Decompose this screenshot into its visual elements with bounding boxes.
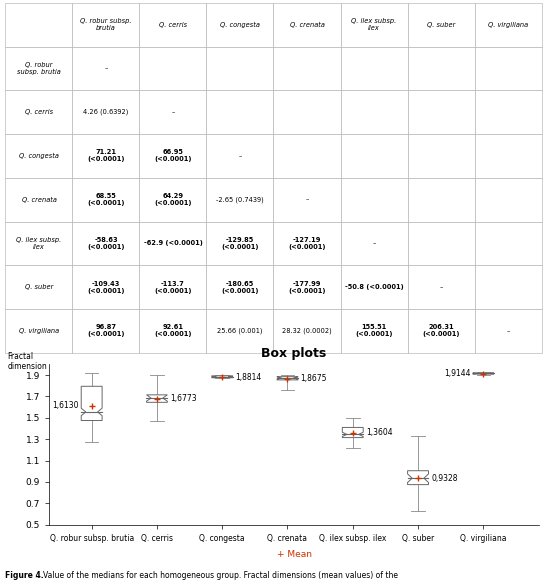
Polygon shape xyxy=(342,427,363,438)
Text: 1,6130: 1,6130 xyxy=(52,401,79,410)
Text: 1,8814: 1,8814 xyxy=(235,373,261,381)
Text: 1,3604: 1,3604 xyxy=(366,429,392,437)
Polygon shape xyxy=(212,376,232,378)
Polygon shape xyxy=(147,395,167,402)
Text: dimension: dimension xyxy=(8,362,48,371)
Polygon shape xyxy=(277,377,298,380)
Text: 1,8675: 1,8675 xyxy=(300,374,327,383)
Polygon shape xyxy=(81,387,102,420)
Text: + Mean: + Mean xyxy=(277,550,311,559)
Text: 1,6773: 1,6773 xyxy=(170,394,196,403)
Title: Box plots: Box plots xyxy=(261,347,327,360)
Polygon shape xyxy=(473,373,494,374)
Text: Fractal: Fractal xyxy=(8,352,34,361)
Polygon shape xyxy=(408,470,428,484)
Text: 0,9328: 0,9328 xyxy=(431,474,458,483)
Text: Figure 4.: Figure 4. xyxy=(5,571,44,580)
Text: Value of the medians for each homogeneous group. Fractal dimensions (mean values: Value of the medians for each homogeneou… xyxy=(43,571,398,580)
Text: 1,9144: 1,9144 xyxy=(444,369,470,378)
